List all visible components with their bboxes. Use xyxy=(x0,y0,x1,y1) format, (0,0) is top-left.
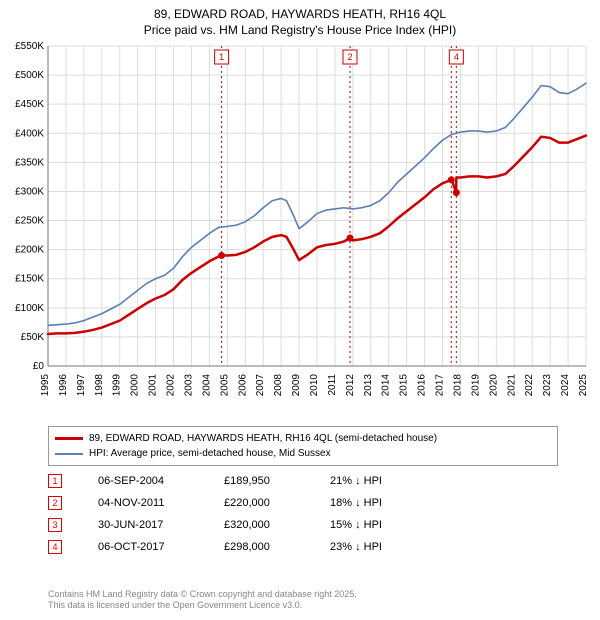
svg-text:£50K: £50K xyxy=(21,332,45,343)
svg-text:2: 2 xyxy=(347,52,352,62)
footer-line-1: Contains HM Land Registry data © Crown c… xyxy=(48,589,357,601)
legend-swatch xyxy=(55,453,83,455)
svg-text:1998: 1998 xyxy=(94,374,105,397)
svg-text:2021: 2021 xyxy=(506,374,517,397)
sales-row: 4 06-OCT-2017 £298,000 23% ↓ HPI xyxy=(48,536,420,558)
svg-text:2013: 2013 xyxy=(363,374,374,397)
legend-swatch xyxy=(55,437,83,440)
footer-line-2: This data is licensed under the Open Gov… xyxy=(48,600,357,612)
svg-text:2007: 2007 xyxy=(255,374,266,397)
svg-text:£550K: £550K xyxy=(15,41,44,52)
svg-text:2003: 2003 xyxy=(183,374,194,397)
svg-text:£450K: £450K xyxy=(15,99,44,110)
svg-text:2019: 2019 xyxy=(470,374,481,397)
svg-text:£150K: £150K xyxy=(15,274,44,285)
svg-text:2010: 2010 xyxy=(309,374,320,397)
svg-text:1999: 1999 xyxy=(112,374,123,397)
sale-price: £189,950 xyxy=(224,475,294,487)
svg-text:2001: 2001 xyxy=(148,374,159,397)
svg-text:2016: 2016 xyxy=(417,374,428,397)
svg-text:2004: 2004 xyxy=(201,374,212,397)
svg-text:2008: 2008 xyxy=(273,374,284,397)
sale-delta: 18% ↓ HPI xyxy=(330,497,420,509)
chart-svg: £0 £50K £100K £150K £200K £250K £300K £350K £400… xyxy=(0,40,600,420)
sale-price: £320,000 xyxy=(224,519,294,531)
svg-text:2012: 2012 xyxy=(345,374,356,397)
svg-text:2002: 2002 xyxy=(166,374,177,397)
svg-text:£250K: £250K xyxy=(15,216,44,227)
legend-row: HPI: Average price, semi-detached house,… xyxy=(55,446,551,461)
svg-text:£500K: £500K xyxy=(15,70,44,81)
legend: 89, EDWARD ROAD, HAYWARDS HEATH, RH16 4Q… xyxy=(48,426,558,466)
svg-text:2020: 2020 xyxy=(488,374,499,397)
svg-text:2015: 2015 xyxy=(399,374,410,397)
svg-text:2005: 2005 xyxy=(219,374,230,397)
sale-date: 06-OCT-2017 xyxy=(98,541,188,553)
chart-title-block: 89, EDWARD ROAD, HAYWARDS HEATH, RH16 4Q… xyxy=(0,0,600,38)
svg-text:2000: 2000 xyxy=(130,374,141,397)
sales-row: 2 04-NOV-2011 £220,000 18% ↓ HPI xyxy=(48,492,420,514)
title-line-1: 89, EDWARD ROAD, HAYWARDS HEATH, RH16 4Q… xyxy=(0,6,600,22)
sales-row: 3 30-JUN-2017 £320,000 15% ↓ HPI xyxy=(48,514,420,536)
sale-price: £220,000 xyxy=(224,497,294,509)
svg-text:2011: 2011 xyxy=(327,374,338,396)
svg-text:1997: 1997 xyxy=(76,374,87,397)
svg-text:£200K: £200K xyxy=(15,245,44,256)
svg-text:2017: 2017 xyxy=(435,374,446,397)
svg-text:1: 1 xyxy=(219,52,224,62)
legend-label: HPI: Average price, semi-detached house,… xyxy=(89,446,331,461)
sale-price: £298,000 xyxy=(224,541,294,553)
svg-text:2023: 2023 xyxy=(542,374,553,397)
svg-text:£0: £0 xyxy=(33,361,45,372)
svg-text:£400K: £400K xyxy=(15,128,44,139)
chart-area: £0 £50K £100K £150K £200K £250K £300K £350K £400… xyxy=(0,40,600,420)
svg-text:2009: 2009 xyxy=(291,374,302,397)
legend-row: 89, EDWARD ROAD, HAYWARDS HEATH, RH16 4Q… xyxy=(55,431,551,446)
sale-marker-number: 3 xyxy=(48,518,62,532)
sale-marker-number: 2 xyxy=(48,496,62,510)
sale-marker-number: 1 xyxy=(48,474,62,488)
footer-attribution: Contains HM Land Registry data © Crown c… xyxy=(48,589,357,612)
sale-date: 06-SEP-2004 xyxy=(98,475,188,487)
svg-text:£350K: £350K xyxy=(15,157,44,168)
svg-text:2022: 2022 xyxy=(524,374,535,397)
sale-date: 30-JUN-2017 xyxy=(98,519,188,531)
sale-delta: 23% ↓ HPI xyxy=(330,541,420,553)
svg-text:2014: 2014 xyxy=(381,374,392,397)
sale-date: 04-NOV-2011 xyxy=(98,497,188,509)
svg-text:1996: 1996 xyxy=(58,374,69,397)
sales-row: 1 06-SEP-2004 £189,950 21% ↓ HPI xyxy=(48,470,420,492)
sale-delta: 21% ↓ HPI xyxy=(330,475,420,487)
svg-text:2024: 2024 xyxy=(560,374,571,397)
svg-text:2018: 2018 xyxy=(452,374,463,397)
sale-delta: 15% ↓ HPI xyxy=(330,519,420,531)
sale-marker-number: 4 xyxy=(48,540,62,554)
legend-label: 89, EDWARD ROAD, HAYWARDS HEATH, RH16 4Q… xyxy=(89,431,437,446)
svg-text:1995: 1995 xyxy=(40,374,51,397)
svg-text:£100K: £100K xyxy=(15,303,44,314)
svg-text:4: 4 xyxy=(454,52,459,62)
svg-text:2006: 2006 xyxy=(237,374,248,397)
svg-text:2025: 2025 xyxy=(578,374,589,397)
svg-text:£300K: £300K xyxy=(15,186,44,197)
title-line-2: Price paid vs. HM Land Registry's House … xyxy=(0,22,600,38)
sales-table: 1 06-SEP-2004 £189,950 21% ↓ HPI 2 04-NOV-201… xyxy=(48,470,420,558)
